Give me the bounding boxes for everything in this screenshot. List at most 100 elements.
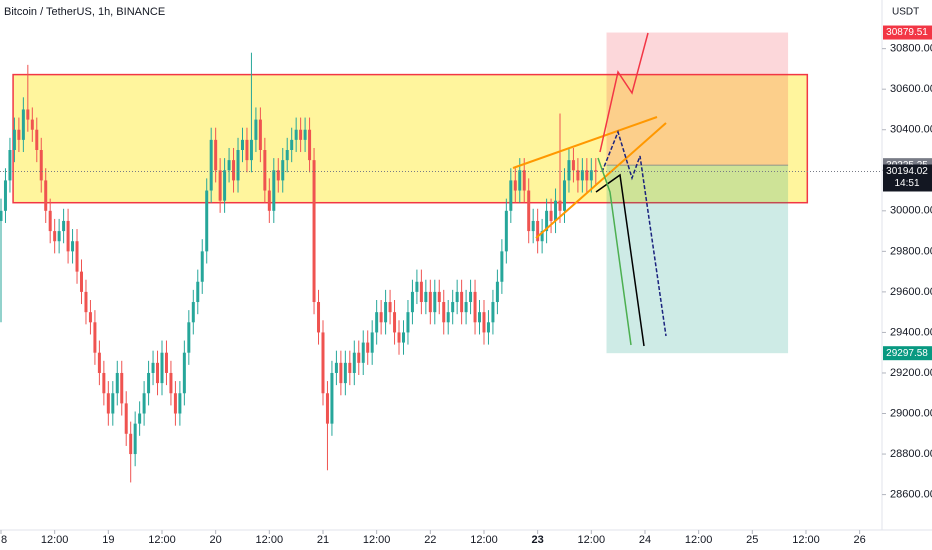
- candle-body: [410, 291, 414, 313]
- candle-body: [522, 170, 526, 191]
- candle-body: [200, 251, 204, 282]
- y-tick-label: 29000.00: [890, 407, 932, 419]
- candle-body: [549, 210, 553, 221]
- candle-body: [491, 302, 495, 323]
- candle-body: [245, 139, 249, 161]
- candle-body: [366, 342, 370, 353]
- candle-body: [39, 150, 43, 181]
- stop-label: 30879.51: [886, 27, 928, 38]
- candle-body: [352, 352, 356, 373]
- candle-body: [173, 393, 177, 414]
- candle-body: [540, 231, 544, 242]
- arrow-black: [595, 173, 645, 347]
- candle-body: [79, 271, 83, 292]
- candle-body: [272, 170, 276, 211]
- candle-body: [424, 291, 428, 303]
- candle-body: [227, 160, 231, 171]
- candle-body: [303, 129, 307, 140]
- candle-body: [500, 251, 504, 282]
- candle-body: [393, 312, 397, 333]
- candle-body: [205, 190, 209, 252]
- candle-body: [93, 322, 97, 353]
- candle-body: [562, 180, 566, 211]
- candle-body: [236, 150, 240, 181]
- candle-body: [419, 281, 423, 303]
- candle-body: [57, 231, 61, 242]
- candle-body: [115, 372, 119, 394]
- candle-body: [317, 302, 321, 333]
- y-tick-label: 29600.00: [890, 286, 932, 298]
- stop-area: [606, 32, 789, 166]
- candle-body: [594, 170, 598, 172]
- candle-body: [375, 312, 379, 333]
- candle-body: [66, 220, 70, 252]
- candle-body: [285, 150, 289, 161]
- candle-body: [451, 302, 455, 313]
- candle-body: [35, 129, 39, 150]
- candle-body: [169, 372, 173, 394]
- candle-body: [142, 393, 146, 414]
- candle-body: [406, 312, 410, 333]
- candle-body: [71, 241, 75, 252]
- candle-body: [182, 352, 186, 394]
- candle-body: [473, 291, 477, 323]
- candle-body: [567, 160, 571, 181]
- candle-body: [223, 170, 227, 201]
- candle-body: [536, 220, 540, 242]
- candle-body: [26, 109, 30, 120]
- candle-body: [138, 413, 142, 424]
- candle-body: [3, 180, 7, 211]
- x-tick-label: 12:00: [363, 534, 391, 546]
- y-tick-label: 30600.00: [890, 83, 932, 95]
- candle-body: [133, 423, 137, 455]
- candle-body: [325, 393, 329, 424]
- candle-body: [299, 129, 303, 140]
- candle-body: [321, 332, 325, 394]
- arrow-green: [597, 157, 632, 346]
- candle-body: [384, 302, 388, 323]
- candle-body: [191, 302, 195, 323]
- candle-body: [442, 302, 446, 323]
- arrow-up: [599, 32, 649, 153]
- x-tick-label: 12:00: [578, 534, 606, 546]
- candle-body: [147, 372, 151, 394]
- target-area: [606, 165, 789, 354]
- candle-body: [209, 139, 213, 191]
- candle-body: [464, 302, 468, 313]
- wedge-lower: [535, 122, 667, 239]
- wedge-upper: [512, 116, 658, 169]
- x-tick-label: 12:00: [256, 534, 284, 546]
- candle-body: [75, 241, 79, 272]
- candle-body: [482, 312, 486, 333]
- last-price-label: 30194.02: [886, 166, 928, 177]
- candle-body: [196, 281, 200, 303]
- candle-body: [509, 180, 513, 211]
- x-tick-label: 12:00: [41, 534, 69, 546]
- candle-body: [249, 139, 253, 161]
- y-tick-label: 29200.00: [890, 367, 932, 379]
- zones: [12, 32, 809, 354]
- candle-body: [513, 180, 517, 191]
- candle-body: [580, 170, 584, 181]
- candle-body: [156, 362, 160, 384]
- x-tick-label: 12:00: [685, 534, 713, 546]
- x-tick-label: 21: [317, 534, 329, 546]
- candle-body: [585, 170, 589, 181]
- candle-body: [218, 170, 222, 201]
- candle-body: [455, 291, 459, 303]
- target-label-bg: [883, 346, 932, 361]
- candle-body: [232, 160, 236, 181]
- candle-body: [308, 129, 312, 161]
- candle-body: [106, 393, 110, 414]
- last-price-bg: [883, 164, 932, 192]
- candle-body: [357, 352, 361, 363]
- candle-body: [361, 342, 365, 363]
- candle-body: [334, 362, 338, 373]
- candle-body: [554, 200, 558, 221]
- candle-body: [348, 362, 352, 373]
- arrow-blue: [601, 129, 667, 337]
- candle-body: [84, 291, 88, 313]
- candle-body: [571, 160, 575, 171]
- x-tick-label: 25: [746, 534, 758, 546]
- candle-body: [388, 302, 392, 313]
